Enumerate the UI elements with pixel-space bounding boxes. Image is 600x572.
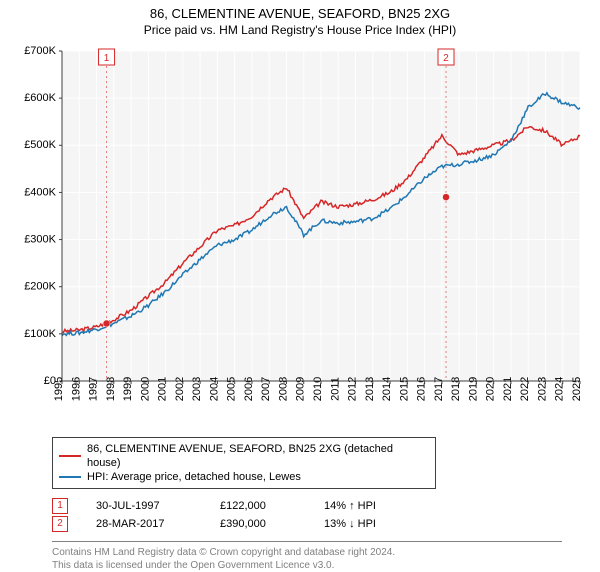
svg-text:2024: 2024	[554, 377, 566, 401]
legend: 86, CLEMENTINE AVENUE, SEAFORD, BN25 2XG…	[52, 437, 436, 489]
sale-marker-1: 1	[52, 498, 68, 514]
attribution-line1: Contains HM Land Registry data © Crown c…	[52, 546, 562, 559]
sale-date: 28-MAR-2017	[96, 515, 196, 533]
svg-text:£400K: £400K	[24, 186, 56, 198]
svg-text:2005: 2005	[226, 377, 238, 401]
sale-delta: 13% ↓ HPI	[324, 515, 404, 533]
chart-svg: £0£100K£200K£300K£400K£500K£600K£700K199…	[10, 41, 590, 431]
svg-text:2016: 2016	[416, 377, 428, 401]
svg-text:1997: 1997	[88, 377, 100, 401]
svg-text:2022: 2022	[519, 377, 531, 401]
svg-text:£600K: £600K	[24, 92, 56, 104]
legend-item: HPI: Average price, detached house, Lewe…	[59, 470, 429, 484]
svg-text:2004: 2004	[208, 377, 220, 401]
svg-text:2008: 2008	[277, 377, 289, 401]
sale-delta: 14% ↑ HPI	[324, 497, 404, 515]
svg-text:2000: 2000	[139, 377, 151, 401]
svg-text:2019: 2019	[467, 377, 479, 401]
svg-text:2001: 2001	[157, 377, 169, 401]
svg-text:2025: 2025	[571, 377, 583, 401]
svg-text:2020: 2020	[485, 377, 497, 401]
sales-row: 1 30-JUL-1997 £122,000 14% ↑ HPI	[52, 497, 600, 515]
attribution: Contains HM Land Registry data © Crown c…	[52, 541, 562, 572]
svg-text:1999: 1999	[122, 377, 134, 401]
svg-text:£500K: £500K	[24, 139, 56, 151]
chart-container: 86, CLEMENTINE AVENUE, SEAFORD, BN25 2XG…	[0, 0, 600, 560]
svg-text:£300K: £300K	[24, 233, 56, 245]
legend-label-property: 86, CLEMENTINE AVENUE, SEAFORD, BN25 2XG…	[87, 442, 429, 470]
svg-text:2012: 2012	[347, 377, 359, 401]
svg-text:2006: 2006	[243, 377, 255, 401]
svg-text:£200K: £200K	[24, 281, 56, 293]
legend-swatch-hpi	[59, 476, 81, 478]
svg-text:1998: 1998	[105, 377, 117, 401]
svg-text:2021: 2021	[502, 377, 514, 401]
svg-text:£100K: £100K	[24, 328, 56, 340]
svg-text:1995: 1995	[53, 377, 65, 401]
svg-text:2003: 2003	[191, 377, 203, 401]
legend-item: 86, CLEMENTINE AVENUE, SEAFORD, BN25 2XG…	[59, 442, 429, 470]
chart-title-address: 86, CLEMENTINE AVENUE, SEAFORD, BN25 2XG	[0, 0, 600, 21]
svg-text:2010: 2010	[312, 377, 324, 401]
chart-title-subtitle: Price paid vs. HM Land Registry's House …	[0, 21, 600, 41]
svg-text:1996: 1996	[70, 377, 82, 401]
svg-text:2014: 2014	[381, 377, 393, 401]
sale-marker-2: 2	[52, 516, 68, 532]
legend-label-hpi: HPI: Average price, detached house, Lewe…	[87, 470, 301, 484]
svg-text:£700K: £700K	[24, 45, 56, 57]
sale-date: 30-JUL-1997	[96, 497, 196, 515]
svg-text:2002: 2002	[174, 377, 186, 401]
svg-text:2023: 2023	[536, 377, 548, 401]
svg-text:2007: 2007	[260, 377, 272, 401]
sales-table: 1 30-JUL-1997 £122,000 14% ↑ HPI 2 28-MA…	[52, 497, 600, 533]
sales-row: 2 28-MAR-2017 £390,000 13% ↓ HPI	[52, 515, 600, 533]
sale-price: £122,000	[220, 497, 300, 515]
svg-text:1: 1	[104, 53, 110, 64]
svg-text:2013: 2013	[364, 377, 376, 401]
svg-text:2018: 2018	[450, 377, 462, 401]
svg-text:2009: 2009	[295, 377, 307, 401]
svg-text:2: 2	[443, 53, 449, 64]
svg-text:2017: 2017	[433, 377, 445, 401]
sale-price: £390,000	[220, 515, 300, 533]
svg-text:2015: 2015	[398, 377, 410, 401]
attribution-line2: This data is licensed under the Open Gov…	[52, 559, 562, 572]
legend-swatch-property	[59, 455, 81, 457]
chart-plot-area: £0£100K£200K£300K£400K£500K£600K£700K199…	[10, 41, 590, 431]
